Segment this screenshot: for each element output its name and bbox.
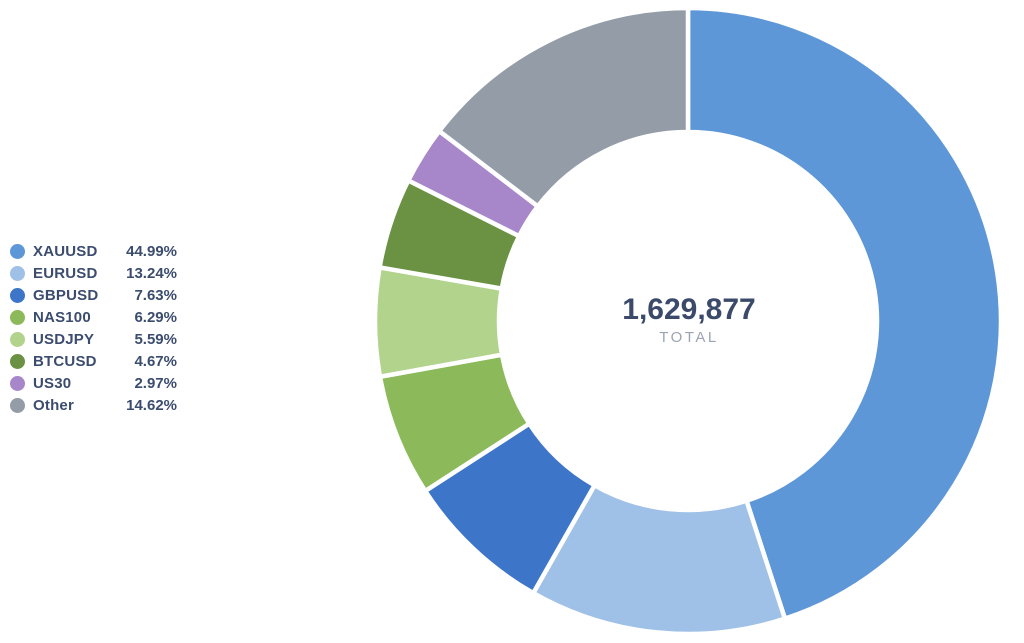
legend-percent: 4.67%: [134, 352, 177, 370]
legend-percent: 14.62%: [126, 396, 177, 414]
slice-other[interactable]: [436, 5, 691, 209]
legend-swatch-us30: [10, 375, 25, 391]
legend-item-other[interactable]: Other 14.62%: [10, 394, 177, 416]
legend-item-gbpusd[interactable]: GBPUSD 7.63%: [10, 284, 177, 306]
legend-label: USDJPY: [33, 330, 95, 348]
legend-item-btcusd[interactable]: BTCUSD 4.67%: [10, 350, 177, 372]
legend-swatch-xauusd: [10, 243, 25, 259]
legend-item-xauusd[interactable]: XAUUSD 44.99%: [10, 240, 177, 262]
legend-swatch-gbpusd: [10, 287, 25, 303]
legend-swatch-nas100: [10, 309, 25, 325]
legend-percent: 44.99%: [126, 242, 177, 260]
legend-item-nas100[interactable]: NAS100 6.29%: [10, 306, 177, 328]
legend-item-usdjpy[interactable]: USDJPY 5.59%: [10, 328, 177, 350]
legend-swatch-other: [10, 397, 25, 413]
legend-percent: 13.24%: [126, 264, 177, 282]
legend-label: GBPUSD: [33, 286, 99, 304]
legend-label: BTCUSD: [33, 352, 97, 370]
chart-legend: XAUUSD 44.99% EURUSD 13.24% GBPUSD 7.63% NAS10…: [10, 240, 177, 416]
legend-percent: 7.63%: [134, 286, 177, 304]
legend-swatch-btcusd: [10, 353, 25, 369]
legend-percent: 5.59%: [134, 330, 177, 348]
legend-label: NAS100: [33, 308, 91, 326]
legend-item-eurusd[interactable]: EURUSD 13.24%: [10, 262, 177, 284]
legend-label: EURUSD: [33, 264, 98, 282]
legend-percent: 2.97%: [134, 374, 177, 392]
legend-item-us30[interactable]: US30 2.97%: [10, 372, 177, 394]
legend-label: US30: [33, 374, 72, 392]
legend-swatch-eurusd: [10, 265, 25, 281]
legend-label: Other: [33, 396, 75, 414]
legend-swatch-usdjpy: [10, 331, 25, 347]
legend-label: XAUUSD: [33, 242, 98, 260]
slice-xauusd[interactable]: [685, 5, 1004, 621]
legend-percent: 6.29%: [134, 308, 177, 326]
